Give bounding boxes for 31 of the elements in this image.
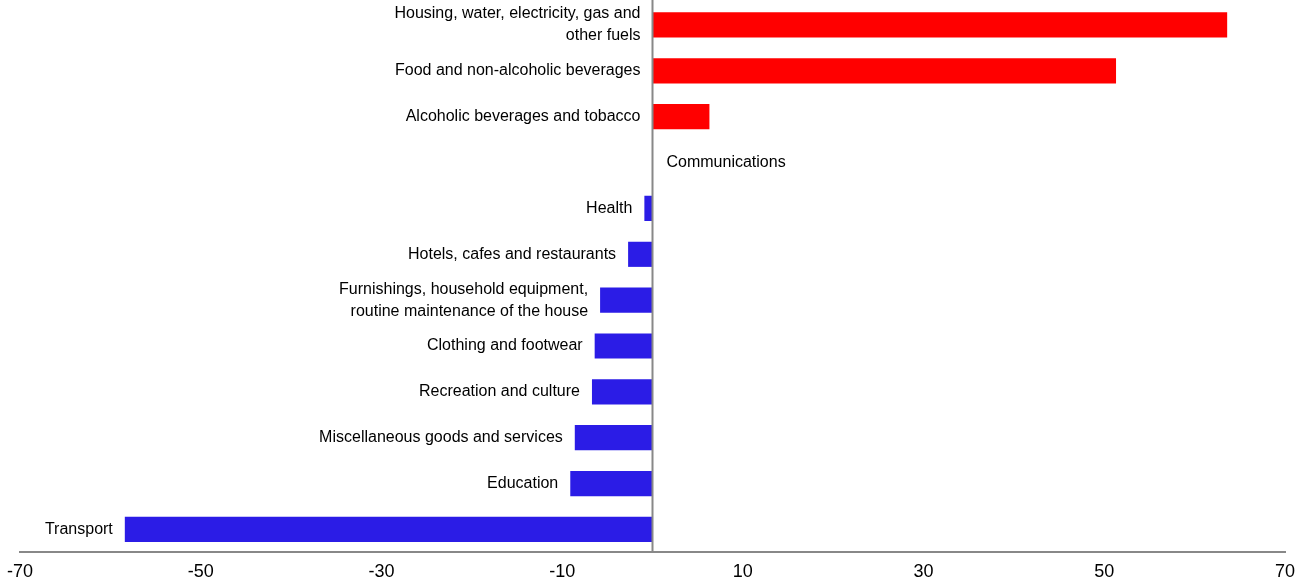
y-tick-label: Furnishings, household equipment, routine maintenance of the house: [339, 279, 589, 319]
bar: [628, 241, 653, 267]
bar: [652, 12, 1228, 38]
y-tick-label: Recreation and culture: [418, 382, 581, 400]
y-tick-label: Housing, water, electricity, gas and other fuels: [394, 4, 641, 44]
x-tick-label: -10: [549, 561, 576, 582]
bar: [652, 104, 710, 130]
y-tick-label: Health: [586, 198, 633, 216]
y-tick-label: Food and non-alcoholic beverages: [395, 61, 641, 79]
bar: [652, 58, 1117, 84]
bar: [591, 379, 653, 405]
x-tick-label: -70: [6, 561, 34, 582]
y-tick-label: Communications: [666, 152, 786, 170]
x-tick-label: -50: [187, 561, 214, 582]
bar: [570, 470, 653, 497]
y-tick-label: Alcoholic beverages and tobacco: [405, 107, 641, 125]
x-tick-label: -30: [368, 561, 395, 582]
y-tick-label: Education: [487, 474, 559, 492]
bar: [124, 516, 653, 543]
x-tick-label: 70: [1274, 561, 1296, 582]
bar: [600, 287, 653, 313]
y-tick-label: Transport: [44, 519, 114, 537]
x-tick-label: 30: [913, 561, 934, 582]
y-tick-label: Hotels, cafes and restaurants: [407, 244, 617, 262]
x-tick-label: 10: [732, 561, 753, 582]
bar: [574, 425, 653, 451]
y-tick-label: Miscellaneous goods and services: [319, 428, 563, 446]
x-tick-label: 50: [1094, 561, 1115, 582]
y-tick-label: Clothing and footwear: [427, 336, 584, 354]
bar: [644, 195, 653, 222]
bar: [594, 333, 653, 359]
